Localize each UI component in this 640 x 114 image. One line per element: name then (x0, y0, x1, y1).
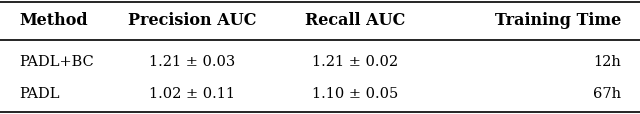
Text: PADL: PADL (19, 87, 60, 100)
Text: Training Time: Training Time (495, 12, 621, 29)
Text: PADL+BC: PADL+BC (19, 55, 94, 69)
Text: Recall AUC: Recall AUC (305, 12, 405, 29)
Text: 1.02 ± 0.11: 1.02 ± 0.11 (149, 87, 235, 100)
Text: 1.10 ± 0.05: 1.10 ± 0.05 (312, 87, 398, 100)
Text: 1.21 ± 0.03: 1.21 ± 0.03 (149, 55, 235, 69)
Text: 12h: 12h (593, 55, 621, 69)
Text: Precision AUC: Precision AUC (128, 12, 256, 29)
Text: 67h: 67h (593, 87, 621, 100)
Text: 1.21 ± 0.02: 1.21 ± 0.02 (312, 55, 398, 69)
Text: Method: Method (19, 12, 88, 29)
